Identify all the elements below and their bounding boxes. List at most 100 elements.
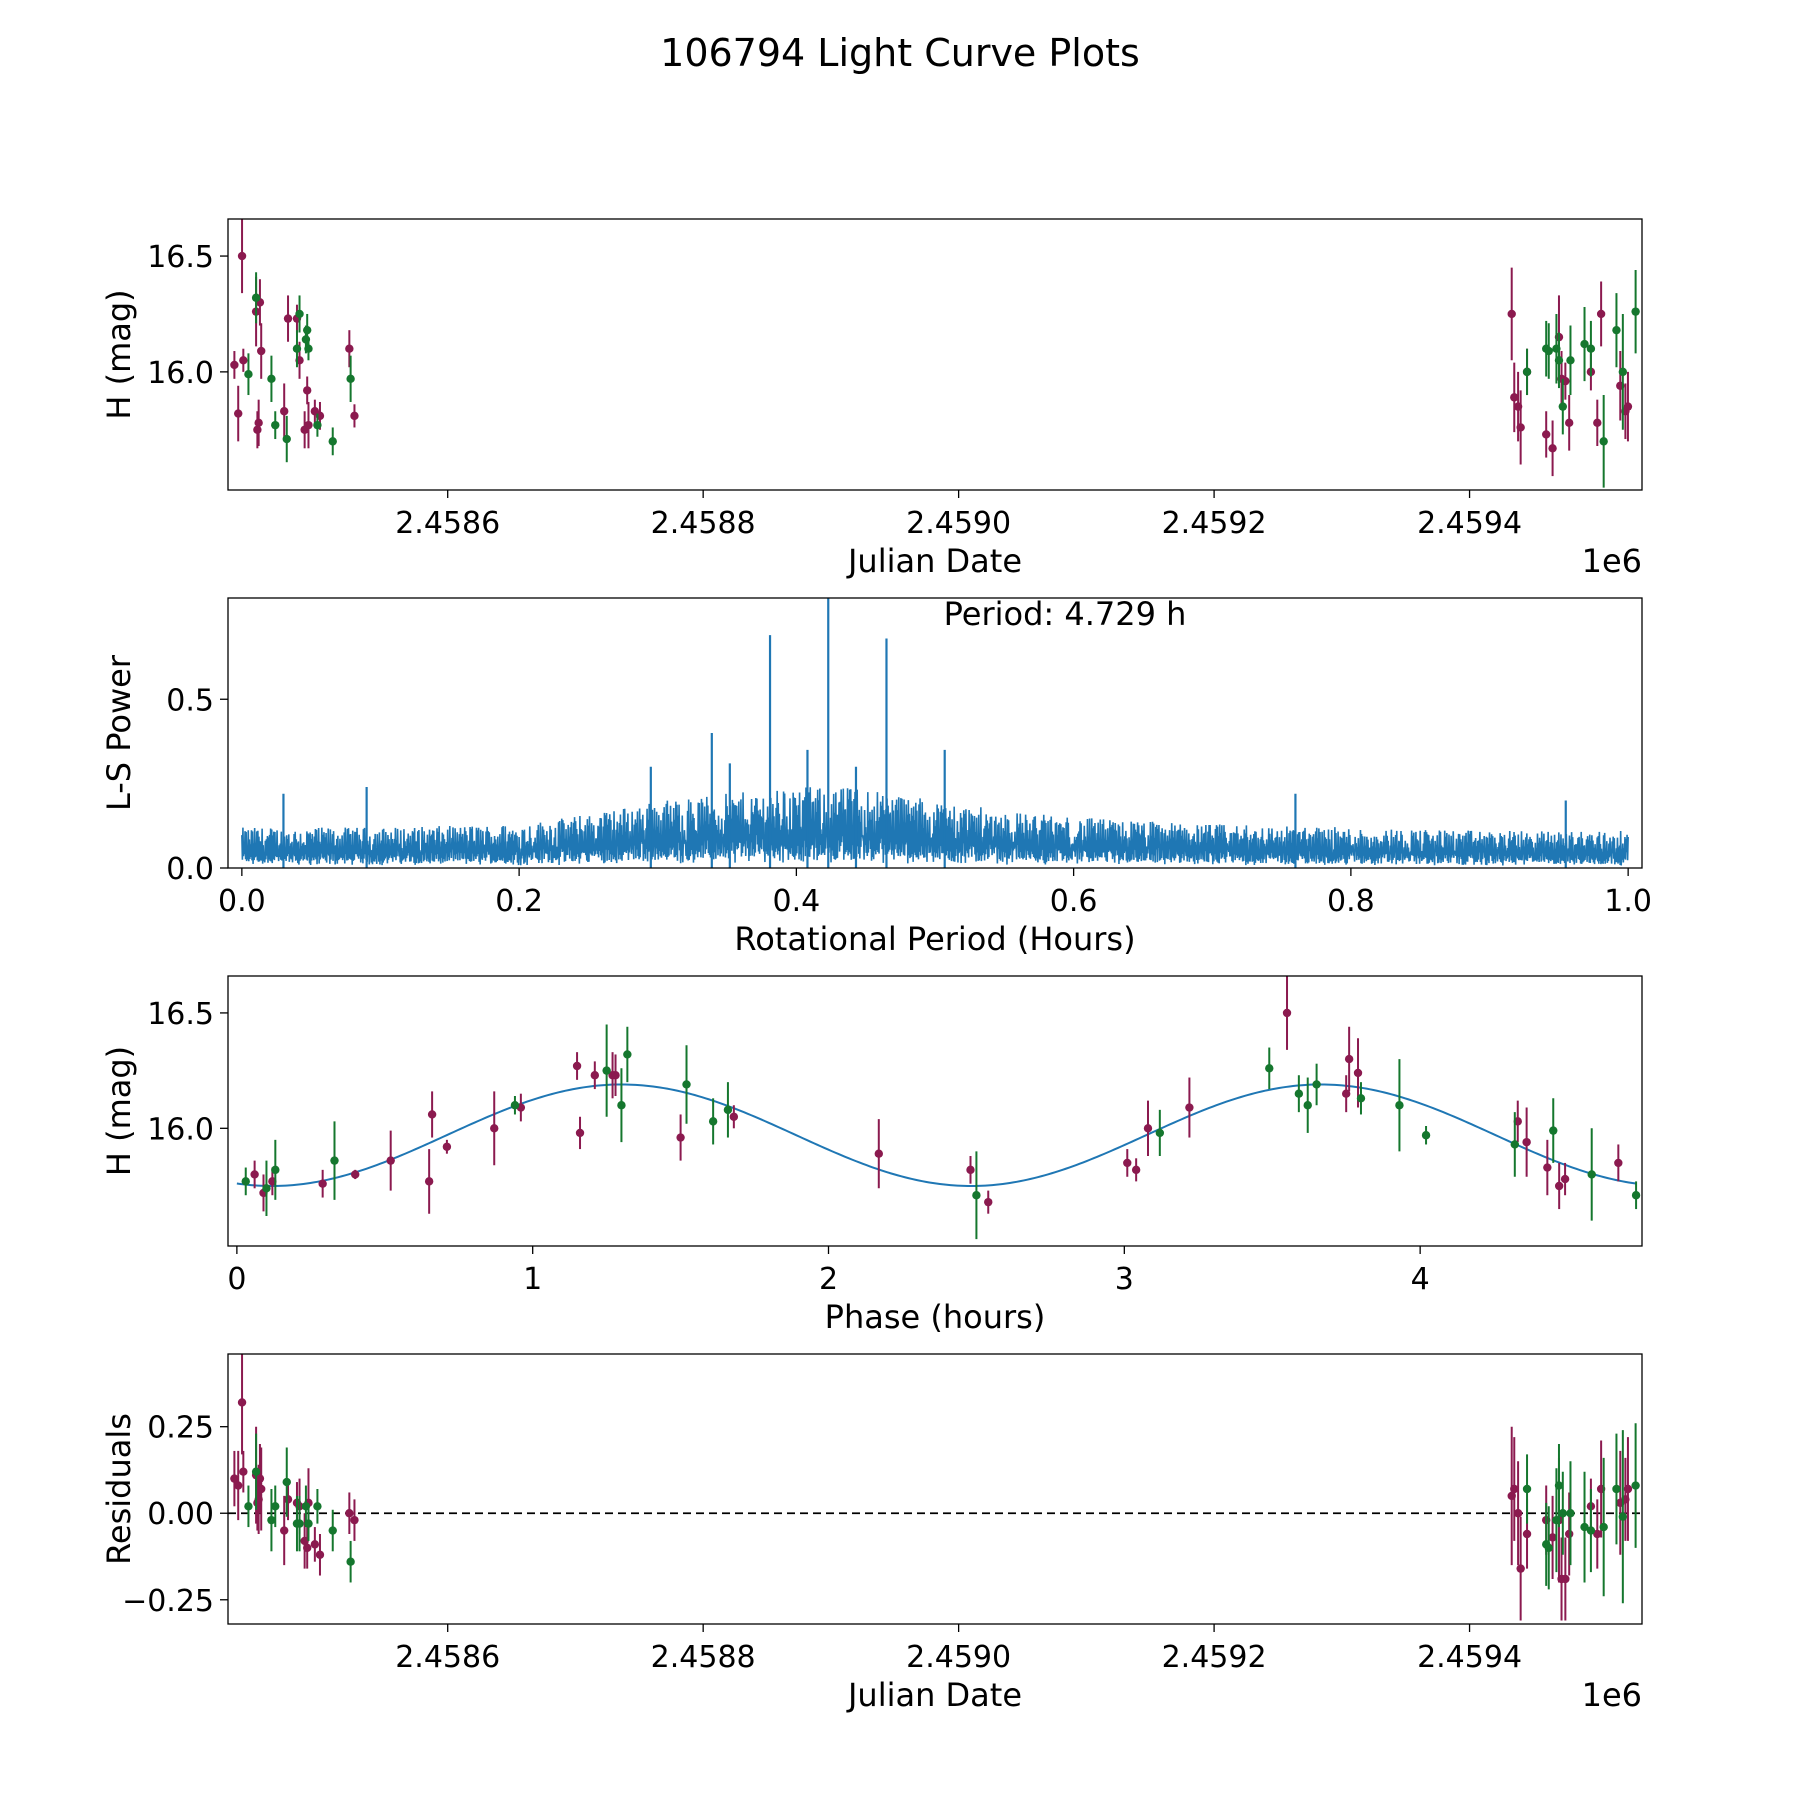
data-point <box>304 420 313 430</box>
model-curve <box>236 1083 1636 1188</box>
data-point <box>1560 1174 1570 1184</box>
data-point <box>1155 1128 1165 1138</box>
data-point <box>1554 1481 1564 1490</box>
data-point <box>1522 1529 1532 1539</box>
x-tick-label: 2.4592 <box>1162 506 1267 541</box>
data-point <box>239 1467 248 1476</box>
data-point <box>1631 1481 1640 1490</box>
y-tick-label: 0.0 <box>166 852 214 887</box>
data-point <box>1548 444 1557 453</box>
data-point <box>350 411 359 421</box>
data-point <box>1544 346 1553 356</box>
data-point <box>253 425 262 434</box>
data-point <box>1516 1564 1525 1573</box>
panel-phase: 0 1 2 3 4 16.0 16.5 Phase (hours) H (mag) <box>100 975 1643 1336</box>
data-point <box>1516 423 1525 432</box>
panel-res: 2.4586 2.4588 2.4590 2.4592 2.4594 −0.25 0.00 0… <box>100 1353 1643 1714</box>
data-point <box>1282 1008 1292 1018</box>
period-annotation: Period: 4.729 h <box>944 595 1187 633</box>
data-point <box>310 1540 320 1549</box>
data-point <box>1542 430 1551 439</box>
data-point <box>1596 309 1606 319</box>
data-point <box>1543 1163 1552 1172</box>
data-point <box>251 293 261 302</box>
data-point <box>1564 418 1574 428</box>
x-axis-label: Rotational Period (Hours) <box>734 920 1135 958</box>
data-point <box>1123 1158 1132 1168</box>
data-point <box>617 1101 626 1110</box>
data-point <box>313 420 322 430</box>
data-point <box>330 1156 339 1165</box>
x-tick-label: 2 <box>819 1262 838 1297</box>
x-tick-label: 2.4590 <box>906 506 1011 541</box>
data-point <box>283 1495 293 1504</box>
data-point <box>1510 393 1519 402</box>
data-point <box>304 1519 313 1528</box>
x-tick-label: 2.4590 <box>906 1640 1011 1675</box>
data-point <box>1513 1509 1523 1518</box>
data-point <box>874 1149 883 1158</box>
x-tick-label: 2.4594 <box>1417 1640 1522 1675</box>
data-point <box>244 369 253 379</box>
data-points <box>230 1354 1640 1621</box>
data-point <box>1344 1054 1354 1064</box>
data-point <box>313 1502 322 1511</box>
data-point <box>1294 1089 1304 1098</box>
data-point <box>1586 1526 1596 1535</box>
data-point <box>346 1557 355 1566</box>
data-point <box>239 356 248 365</box>
data-point <box>442 1142 452 1151</box>
y-tick-label: 16.5 <box>147 240 214 275</box>
data-point <box>1303 1101 1312 1110</box>
data-point <box>345 1509 354 1518</box>
data-point <box>237 1398 247 1407</box>
data-point <box>1554 356 1564 365</box>
data-point <box>676 1133 685 1142</box>
data-point <box>237 251 247 261</box>
data-point <box>490 1124 499 1133</box>
data-points <box>230 219 1640 488</box>
x-tick-label: 3 <box>1115 1262 1134 1297</box>
y-axis-label: H (mag) <box>100 289 138 419</box>
x-tick-label: 1.0 <box>1604 884 1652 919</box>
x-tick-label: 0.8 <box>1327 884 1375 919</box>
panel-ls: 0.0 0.2 0.4 0.6 0.8 1.0 0.0 0.5 Rotational Perio… <box>100 595 1652 958</box>
data-point <box>427 1110 437 1119</box>
data-point <box>1522 1137 1531 1147</box>
x-axis-label: Phase (hours) <box>825 1298 1046 1336</box>
data-point <box>1548 1533 1557 1542</box>
data-point <box>328 1526 337 1535</box>
data-point <box>1587 1170 1596 1179</box>
data-point <box>282 1477 291 1487</box>
data-point <box>1623 402 1633 411</box>
data-point <box>1623 1484 1633 1494</box>
data-point <box>611 1071 620 1080</box>
data-point <box>292 344 302 353</box>
data-point <box>315 1550 325 1559</box>
data-point <box>244 1502 253 1511</box>
x-tick-label: 0 <box>227 1262 246 1297</box>
data-point <box>351 1170 360 1179</box>
data-point <box>1312 1080 1321 1089</box>
model-group <box>236 1083 1636 1188</box>
axes-frame <box>227 597 1643 869</box>
data-point <box>1421 1131 1431 1140</box>
data-point <box>241 1177 250 1186</box>
data-point <box>1580 339 1589 349</box>
data-point <box>345 344 354 353</box>
data-point <box>1631 307 1640 316</box>
data-point <box>1599 437 1608 446</box>
axes-frame <box>227 1353 1643 1625</box>
data-point <box>1612 325 1621 335</box>
data-point <box>1341 1089 1351 1098</box>
data-point <box>1510 1140 1519 1149</box>
y-tick-label: −0.25 <box>122 1584 214 1619</box>
data-point <box>1593 1529 1602 1539</box>
y-tick-label: 16.0 <box>147 356 214 391</box>
data-point <box>1599 1522 1608 1532</box>
x-tick-label: 2.4588 <box>651 1640 756 1675</box>
x-offset-text: 1e6 <box>1582 1676 1642 1714</box>
data-point <box>1522 1484 1532 1494</box>
x-tick-label: 0.4 <box>773 884 821 919</box>
